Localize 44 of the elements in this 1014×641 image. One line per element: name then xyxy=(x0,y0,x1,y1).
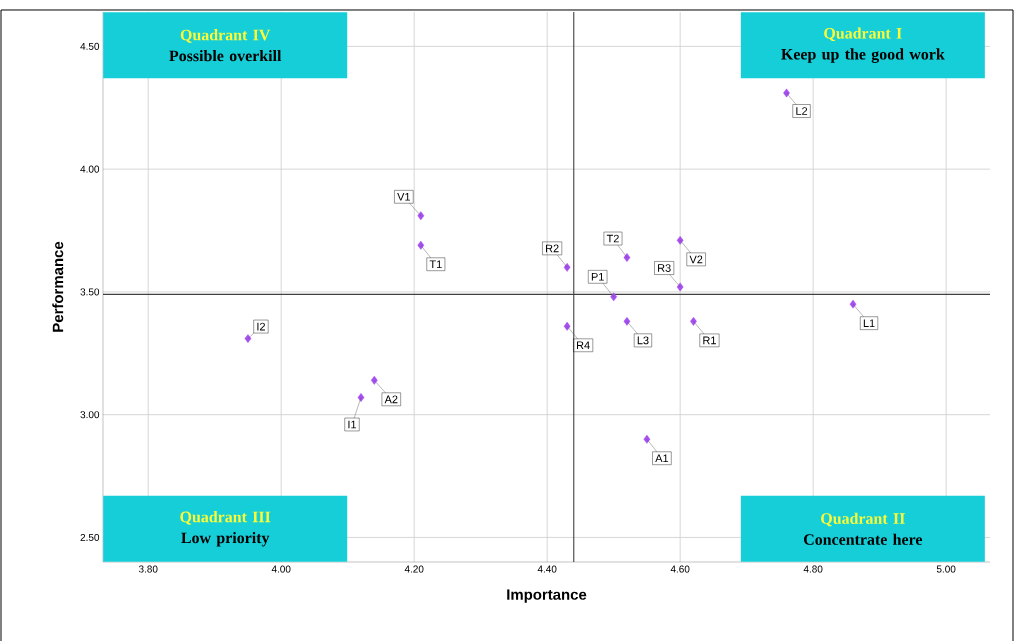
x-tick-label: 4.40 xyxy=(537,565,557,573)
point xyxy=(563,262,571,272)
x-tick-label: 4.80 xyxy=(803,565,823,573)
annotation: T2 xyxy=(606,234,619,243)
annotation: L3 xyxy=(637,336,649,345)
annotation: Possible overkill xyxy=(169,50,282,62)
x-tick-label: 3.80 xyxy=(138,565,158,573)
point xyxy=(623,316,631,326)
annotation: Quadrant III xyxy=(180,511,271,525)
point xyxy=(417,240,425,250)
annotation: V2 xyxy=(689,255,703,264)
annotation: A2 xyxy=(384,395,398,404)
x-axis-title: Importance xyxy=(507,589,587,603)
annotation: I1 xyxy=(348,420,357,429)
x-tick-label: 4.20 xyxy=(404,565,424,573)
annotation: L2 xyxy=(796,107,808,115)
annotation: R4 xyxy=(577,341,590,350)
y-axis-title: Performance xyxy=(52,241,64,332)
annotation: R2 xyxy=(546,244,559,253)
annotation: Quadrant I xyxy=(824,27,902,42)
annotation: R1 xyxy=(703,336,716,345)
y-tick-label: 4.00 xyxy=(80,165,100,173)
annotation: P1 xyxy=(591,273,604,281)
x-tick-label: 5.00 xyxy=(936,565,956,573)
annotation: I2 xyxy=(257,322,265,331)
annotation: Quadrant IV xyxy=(180,29,271,43)
annotation: Quadrant II xyxy=(821,512,905,527)
point xyxy=(690,316,697,326)
y-tick-label: 3.00 xyxy=(80,411,100,419)
annotation: L1 xyxy=(863,319,875,327)
y-tick-label: 3.50 xyxy=(80,288,100,296)
y-tick-label: 4.50 xyxy=(80,42,100,50)
point xyxy=(643,434,651,444)
x-tick-label: 4.60 xyxy=(670,565,690,573)
annotation: A1 xyxy=(655,454,669,462)
annotation: T1 xyxy=(429,260,442,269)
x-tick-label: 4.00 xyxy=(271,565,291,573)
annotation: Low priority xyxy=(181,532,270,547)
annotation: V1 xyxy=(397,193,411,201)
annotation: Keep up the good work xyxy=(781,48,945,63)
y-tick-label: 2.50 xyxy=(80,533,100,541)
annotation: R3 xyxy=(658,264,671,272)
annotation: Concentrate here xyxy=(804,533,923,545)
point xyxy=(244,334,252,343)
